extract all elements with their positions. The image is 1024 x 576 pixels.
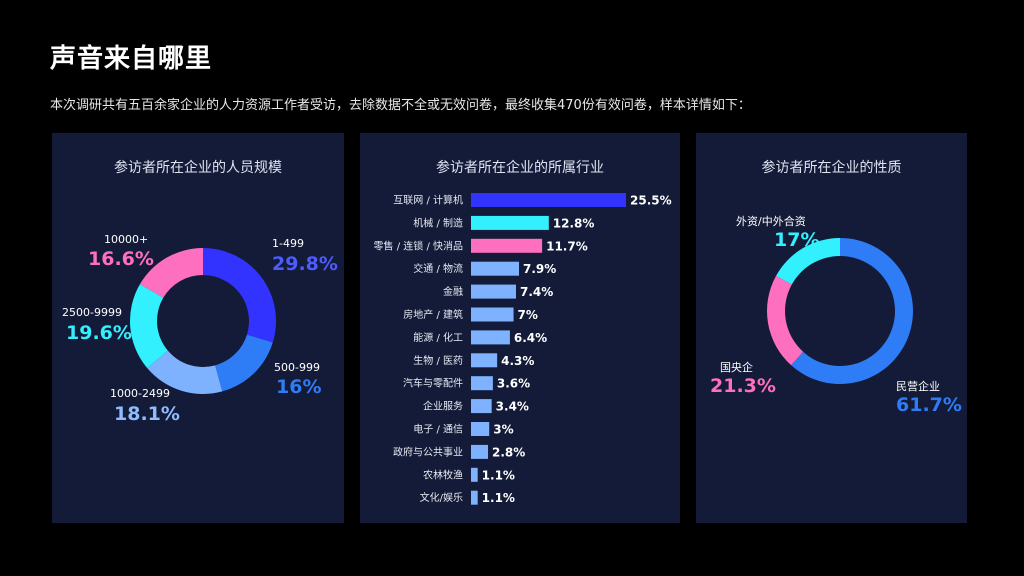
bar (471, 238, 543, 253)
panel-industry: 参访者所在企业的所属行业 互联网 / 计算机 25.5% 机械 / 制造 12.8% 零… (360, 133, 680, 523)
donut-slice-1-499 (203, 248, 276, 343)
slice-label-500-999: 500-999 (274, 361, 320, 374)
slice-label-private: 民营企业 (896, 380, 940, 393)
bar (471, 261, 520, 276)
bar-category-label: 企业服务 (423, 400, 463, 413)
company-nature-donut-chart (767, 238, 913, 384)
bar-value-label: 3.6% (497, 377, 530, 391)
bar-category-label: 互联网 / 计算机 (393, 194, 463, 207)
bar-value-label: 1.1% (482, 468, 515, 482)
slice-value-10000-plus: 16.6% (88, 248, 154, 270)
slice-label-10000-plus: 10000+ (104, 233, 149, 246)
bar-category-label: 生物 / 医药 (413, 354, 463, 367)
bar-value-label: 11.7% (546, 239, 588, 253)
bar (471, 353, 498, 368)
slice-label-1-499: 1-499 (272, 237, 304, 250)
donut-slice-2500-9999 (130, 284, 168, 369)
slice-label-state-owned: 国央企 (720, 361, 753, 374)
bar (471, 490, 478, 505)
bar (471, 193, 626, 207)
bar-category-label: 文化/娱乐 (420, 491, 463, 504)
bar-value-label: 1.1% (482, 491, 515, 505)
bar-category-label: 零售 / 连锁 / 快消品 (374, 239, 463, 252)
bar-category-label: 金融 (443, 285, 463, 298)
page-subtitle: 本次调研共有五百余家企业的人力资源工作者受访，去除数据不全或无效问卷，最终收集4… (50, 98, 751, 113)
bar-value-label: 3.4% (496, 400, 529, 414)
bar-value-label: 7.4% (520, 285, 553, 299)
slice-label-foreign: 外资/中外合资 (736, 215, 806, 228)
panel-title: 参访者所在企业的性质 (761, 160, 902, 176)
industry-bar-chart: 互联网 / 计算机 25.5% 机械 / 制造 12.8% 零售 / 连锁 / 快消品 1… (374, 193, 672, 505)
bar (471, 284, 516, 299)
slice-value-1-499: 29.8% (272, 253, 338, 275)
bar-category-label: 交通 / 物流 (413, 262, 463, 275)
bar-category-label: 农林牧渔 (423, 468, 463, 481)
bar-value-label: 3% (493, 423, 513, 437)
page-title: 声音来自哪里 (50, 44, 213, 74)
bar-value-label: 7% (518, 308, 538, 322)
slice-label-1000-2499: 1000-2499 (110, 387, 170, 400)
slice-value-state-owned: 21.3% (710, 375, 776, 397)
bar (471, 307, 514, 322)
slice-value-foreign: 17% (774, 229, 820, 251)
bar (471, 422, 490, 436)
bar-value-label: 6.4% (514, 331, 547, 345)
slice-value-private: 61.7% (896, 394, 962, 416)
bar (471, 399, 492, 414)
donut-slice-国央企 (767, 275, 804, 366)
bar (471, 376, 493, 391)
slice-value-1000-2499: 18.1% (114, 403, 180, 425)
slice-label-2500-9999: 2500-9999 (62, 306, 122, 319)
bar (471, 215, 549, 230)
bar-category-label: 机械 / 制造 (413, 216, 463, 229)
bar-category-label: 能源 / 化工 (413, 331, 463, 344)
panel-title: 参访者所在企业的人员规模 (114, 160, 282, 176)
bar (471, 330, 510, 345)
bar-category-label: 房地产 / 建筑 (403, 308, 463, 321)
bar-value-label: 7.9% (523, 262, 556, 276)
bar-value-label: 4.3% (501, 354, 534, 368)
donut-slice-10000+ (139, 248, 203, 298)
donut-slice-民营企业 (791, 238, 913, 384)
donut-slice-1000-2499 (147, 350, 223, 394)
company-size-donut-chart (130, 248, 276, 394)
panel-company-nature: 参访者所在企业的性质 外资/中外合资 17% 国央企 21.3% 民营企业 61… (696, 133, 967, 523)
bar-value-label: 12.8% (553, 216, 595, 230)
bar-value-label: 25.5% (630, 194, 672, 208)
bar-value-label: 2.8% (492, 445, 525, 459)
donut-slice-外资/中外合资 (776, 238, 840, 285)
donut-slice-500-999 (215, 334, 273, 392)
panel-company-size: 参访者所在企业的人员规模 1-499 29.8% 500-999 16% 100… (52, 133, 344, 523)
bar (471, 444, 489, 459)
bar-category-label: 电子 / 通信 (413, 423, 463, 436)
slice-value-2500-9999: 19.6% (66, 322, 132, 344)
bar-category-label: 汽车与零配件 (403, 377, 463, 390)
bar-category-label: 政府与公共事业 (393, 445, 463, 458)
panel-title: 参访者所在企业的所属行业 (436, 160, 604, 176)
slice-value-500-999: 16% (276, 376, 322, 398)
bar (471, 467, 478, 482)
